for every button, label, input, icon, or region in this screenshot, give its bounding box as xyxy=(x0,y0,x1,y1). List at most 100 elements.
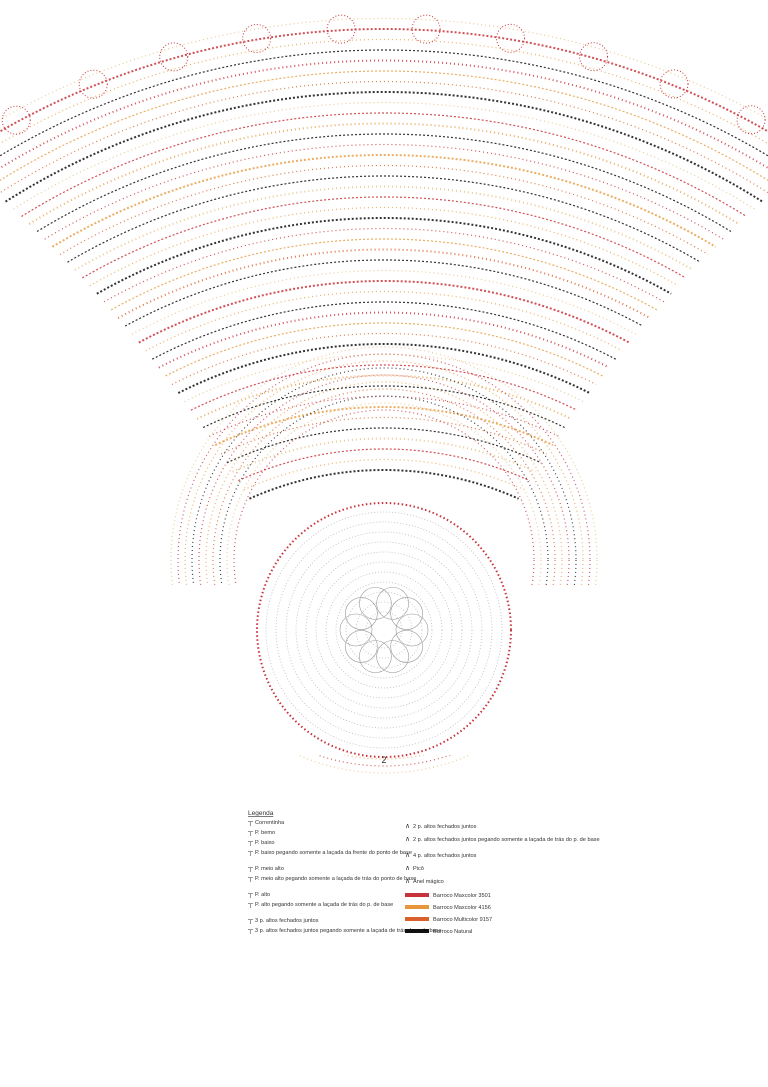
petal xyxy=(345,597,378,630)
center-ring xyxy=(365,611,403,649)
stitch-row xyxy=(0,70,768,182)
petal xyxy=(339,613,373,647)
legend-symbol: ┬ xyxy=(247,865,253,872)
stitch-row xyxy=(0,80,768,194)
legend-label: Anel mágico xyxy=(413,879,444,885)
stitch-row xyxy=(59,164,709,255)
stitch-row xyxy=(138,280,630,344)
legend-swatch xyxy=(405,893,429,897)
center-ring xyxy=(295,541,473,719)
legend-label: P. alto pegando somente a laçada de trás… xyxy=(255,902,393,908)
stitch-row xyxy=(0,38,768,145)
stitch-row xyxy=(51,154,717,248)
legend-swatch xyxy=(405,917,429,921)
page-number: 2 xyxy=(381,755,386,765)
petal xyxy=(395,613,429,647)
stitch-row xyxy=(124,259,644,327)
center-ring xyxy=(345,591,423,669)
stitch-row xyxy=(232,437,536,473)
legend-label: Barroco Maxcolor 4156 xyxy=(433,905,491,911)
petal xyxy=(390,597,423,630)
stitch-row xyxy=(145,290,623,352)
stitch-row xyxy=(36,133,732,233)
legend-symbol: ∧ xyxy=(405,878,410,885)
legend-label: Picô xyxy=(413,866,424,872)
center-base xyxy=(256,502,512,758)
legend-symbol: ┬ xyxy=(247,901,253,908)
scallop xyxy=(659,69,689,99)
scallop xyxy=(326,14,356,44)
legend-label: 3 p. altos fechados juntos xyxy=(255,918,319,924)
legend-symbol: ∧ xyxy=(405,836,410,843)
crochet-diagram xyxy=(0,14,768,774)
center-ring xyxy=(265,511,503,749)
stitch-row xyxy=(243,458,525,491)
legend-swatch xyxy=(405,929,429,933)
center-ring xyxy=(335,581,433,679)
stitch-ring xyxy=(205,381,563,739)
stitch-row xyxy=(28,122,740,225)
stitch-row xyxy=(89,206,679,287)
legend-symbol: ┬ xyxy=(247,819,253,826)
legend-label: P. baixo pegando somente a laçada da fre… xyxy=(255,850,412,856)
center-ring xyxy=(355,601,413,659)
legend-label: P. alto xyxy=(255,892,270,898)
stitch-row xyxy=(196,374,572,420)
legend-symbol: ┬ xyxy=(247,839,253,846)
stitch-row xyxy=(81,196,687,279)
legend-symbol: ┬ xyxy=(247,829,253,836)
stitch-row xyxy=(220,416,548,455)
legend-symbol: ∧ xyxy=(405,865,410,872)
stitch-row xyxy=(184,353,584,403)
legend-symbol: ┬ xyxy=(247,891,253,898)
stitch-row xyxy=(0,17,768,121)
center-ring xyxy=(275,521,493,739)
legend-swatch xyxy=(405,905,429,909)
stitch-ring xyxy=(219,395,549,725)
stitch-row xyxy=(44,143,724,240)
stitch-row xyxy=(226,427,542,464)
stitch-row xyxy=(67,175,701,263)
scallop xyxy=(78,69,108,99)
stitch-row xyxy=(158,311,610,369)
legend-label: Barroco Multicolor 9157 xyxy=(433,917,492,923)
petal xyxy=(390,630,423,663)
legend-label: 2 p. altos fechados juntos pegando somen… xyxy=(413,837,600,843)
legend-label: 2 p. altos fechados juntos xyxy=(413,824,477,830)
legend: ┬ Correntinha┬ P. bemo┬ P. baixo┬ P. baixo p… xyxy=(247,819,600,935)
legend-label: 4 p. altos fechados juntos xyxy=(413,853,477,859)
scallop xyxy=(1,105,31,135)
petal xyxy=(359,640,392,673)
stitch-ring xyxy=(233,409,535,711)
stitch-row xyxy=(110,238,658,311)
legend-symbol: ∧ xyxy=(405,823,410,830)
stitch-row xyxy=(190,364,578,411)
center-ring xyxy=(285,531,483,729)
stitch-row xyxy=(177,343,591,394)
stitch-row xyxy=(171,332,597,386)
petal xyxy=(376,587,409,620)
scallop xyxy=(159,42,189,72)
scallop xyxy=(736,105,766,135)
center-ring xyxy=(305,551,463,709)
stitch-row xyxy=(4,91,764,203)
stitch-row xyxy=(0,59,768,170)
stitch-row xyxy=(151,301,617,360)
legend-title: Legenda xyxy=(248,810,274,817)
legend-symbol: ┬ xyxy=(247,875,253,882)
stitch-row xyxy=(96,217,672,295)
stitch-row xyxy=(0,28,768,133)
scallop xyxy=(496,23,526,53)
stitch-row xyxy=(21,112,747,217)
petal xyxy=(359,587,392,620)
petal xyxy=(345,630,378,663)
stitch-row xyxy=(214,406,554,447)
stitch-ring xyxy=(184,360,584,760)
center-ring xyxy=(315,561,453,699)
legend-label: Correntinha xyxy=(255,820,285,826)
petal xyxy=(376,640,409,673)
legend-label: Barroco Maxcolor 3501 xyxy=(433,893,491,899)
scallop xyxy=(411,14,441,44)
center-ring xyxy=(325,571,443,689)
